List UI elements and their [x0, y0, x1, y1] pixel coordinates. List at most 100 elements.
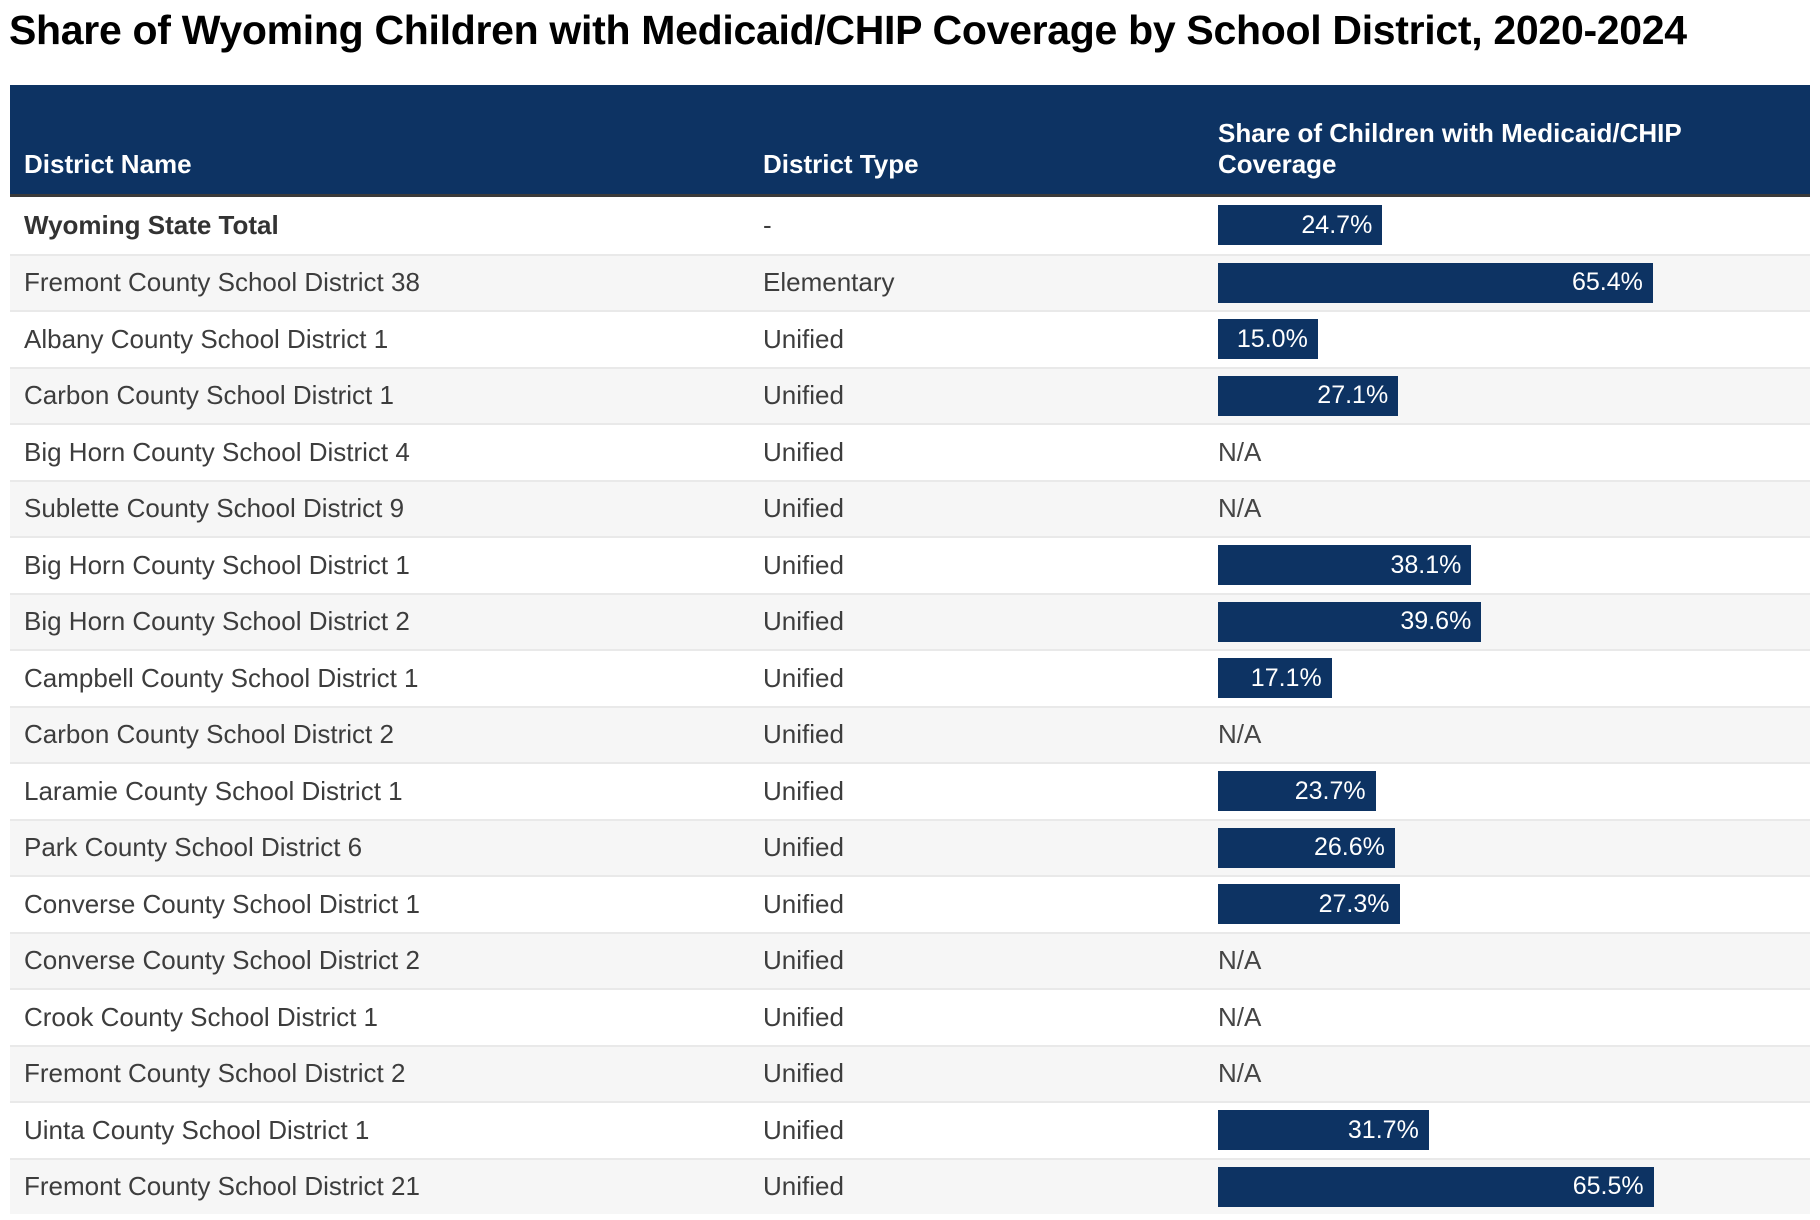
district-type-cell: Unified — [749, 310, 1204, 367]
district-type-cell: Unified — [749, 649, 1204, 706]
page-title: Share of Wyoming Children with Medicaid/… — [9, 7, 1687, 53]
district-name-cell: Big Horn County School District 4 — [10, 423, 749, 480]
coverage-value-label: 27.1% — [1317, 381, 1389, 410]
district-name-cell: Campbell County School District 1 — [10, 649, 749, 706]
coverage-cell: 31.7% — [1204, 1101, 1810, 1158]
coverage-value-label: 15.0% — [1236, 324, 1308, 353]
coverage-value-label: 17.1% — [1250, 663, 1322, 692]
coverage-cell: 65.4% — [1204, 253, 1810, 311]
district-name-cell: Sublette County School District 9 — [10, 479, 749, 537]
district-name-cell: Carbon County School District 2 — [10, 705, 749, 763]
na-label: N/A — [1218, 493, 1262, 524]
coverage-value-label: 27.3% — [1318, 889, 1390, 918]
table-row: Carbon County School District 2 Unified N/… — [10, 705, 1810, 763]
coverage-cell: 17.1% — [1204, 649, 1810, 706]
district-type-cell: Unified — [749, 366, 1204, 424]
table-row: Fremont County School District 2 Unified N… — [10, 1044, 1810, 1102]
coverage-bar: 39.6% — [1218, 601, 1482, 642]
coverage-cell: 15.0% — [1204, 310, 1810, 367]
coverage-cell: N/A — [1204, 1044, 1810, 1102]
district-type-cell: Unified — [749, 762, 1204, 819]
table-row: Sublette County School District 9 Unified… — [10, 479, 1810, 537]
na-label: N/A — [1218, 1001, 1262, 1032]
coverage-bar: 24.7% — [1218, 205, 1383, 246]
column-header-label: District Type — [763, 149, 919, 180]
coverage-bar: 65.5% — [1218, 1166, 1654, 1207]
column-header-label: District Name — [24, 149, 192, 180]
header-row: District Name District Type Share of Chi… — [10, 85, 1810, 198]
table-row: Converse County School District 1 Unified… — [10, 875, 1810, 932]
district-name-cell: Big Horn County School District 2 — [10, 592, 749, 650]
district-name-cell: Converse County School District 1 — [10, 875, 749, 932]
table-row: Converse County School District 2 Unified… — [10, 931, 1810, 989]
coverage-cell: 23.7% — [1204, 762, 1810, 819]
table-body: Wyoming State Total - 24.7% Fremont County … — [10, 197, 1810, 1215]
coverage-value-label: 65.5% — [1572, 1172, 1644, 1201]
district-name-cell: Carbon County School District 1 — [10, 366, 749, 424]
column-header-coverage: Share of Children with Medicaid/CHIP Cov… — [1204, 85, 1810, 198]
na-label: N/A — [1218, 945, 1262, 976]
district-name-cell: Fremont County School District 38 — [10, 253, 749, 311]
district-type-cell: Unified — [749, 875, 1204, 932]
column-header-district-name: District Name — [10, 85, 749, 198]
district-name-cell: Crook County School District 1 — [10, 988, 749, 1045]
coverage-bar: 38.1% — [1218, 545, 1472, 586]
table-row: Albany County School District 1 Unified 15… — [10, 310, 1810, 367]
coverage-cell: N/A — [1204, 423, 1810, 480]
table-row: Big Horn County School District 2 Unified… — [10, 592, 1810, 650]
district-name-cell: Wyoming State Total — [10, 197, 749, 254]
district-type-cell: Unified — [749, 423, 1204, 480]
table-row: Fremont County School District 38 Element… — [10, 253, 1810, 311]
coverage-cell: 27.3% — [1204, 875, 1810, 932]
coverage-bar: 15.0% — [1218, 319, 1318, 360]
coverage-value-label: 39.6% — [1400, 607, 1472, 636]
district-type-cell: Unified — [749, 592, 1204, 650]
district-name-cell: Converse County School District 2 — [10, 931, 749, 989]
coverage-bar: 31.7% — [1218, 1110, 1429, 1151]
coverage-value-label: 26.6% — [1314, 833, 1385, 862]
na-label: N/A — [1218, 1058, 1262, 1089]
table-header: District Name District Type Share of Chi… — [10, 85, 1810, 198]
coverage-cell: 27.1% — [1204, 366, 1810, 424]
table-row: Park County School District 6 Unified 26.6… — [10, 818, 1810, 876]
coverage-cell: 26.6% — [1204, 818, 1810, 876]
district-name-cell: Uinta County School District 1 — [10, 1101, 749, 1158]
district-type-cell: - — [749, 197, 1204, 254]
table-row: Campbell County School District 1 Unified… — [10, 649, 1810, 706]
coverage-cell: N/A — [1204, 931, 1810, 989]
district-name-cell: Big Horn County School District 1 — [10, 536, 749, 593]
coverage-bar: 27.3% — [1218, 884, 1400, 925]
coverage-cell: N/A — [1204, 988, 1810, 1045]
district-name-cell: Park County School District 6 — [10, 818, 749, 876]
district-type-cell: Unified — [749, 931, 1204, 989]
district-type-cell: Unified — [749, 1044, 1204, 1102]
table-row: Wyoming State Total - 24.7% — [10, 197, 1810, 254]
table-row: Laramie County School District 1 Unified 2… — [10, 762, 1810, 819]
coverage-cell: 65.5% — [1204, 1157, 1810, 1215]
column-header-district-type: District Type — [749, 85, 1204, 198]
coverage-bar: 27.1% — [1218, 375, 1399, 416]
coverage-cell: 24.7% — [1204, 197, 1810, 254]
table-row: Carbon County School District 1 Unified 27… — [10, 366, 1810, 424]
coverage-value-label: 38.1% — [1390, 550, 1462, 579]
coverage-cell: 38.1% — [1204, 536, 1810, 593]
coverage-value-label: 65.4% — [1572, 268, 1643, 297]
district-type-cell: Elementary — [749, 253, 1204, 311]
coverage-cell: 39.6% — [1204, 592, 1810, 650]
column-header-label: Share of Children with Medicaid/CHIP Cov… — [1218, 117, 1682, 180]
table-row: Big Horn County School District 4 Unified… — [10, 423, 1810, 480]
district-type-cell: Unified — [749, 1101, 1204, 1158]
coverage-bar: 65.4% — [1218, 262, 1653, 303]
coverage-bar: 26.6% — [1218, 827, 1395, 868]
district-type-cell: Unified — [749, 705, 1204, 763]
coverage-table: District Name District Type Share of Chi… — [10, 85, 1810, 1215]
district-name-cell: Laramie County School District 1 — [10, 762, 749, 819]
district-name-cell: Fremont County School District 21 — [10, 1157, 749, 1215]
coverage-bar: 17.1% — [1218, 658, 1332, 699]
district-type-cell: Unified — [749, 818, 1204, 876]
district-type-cell: Unified — [749, 1157, 1204, 1215]
district-type-cell: Unified — [749, 988, 1204, 1045]
coverage-cell: N/A — [1204, 705, 1810, 763]
coverage-bar: 23.7% — [1218, 771, 1376, 812]
